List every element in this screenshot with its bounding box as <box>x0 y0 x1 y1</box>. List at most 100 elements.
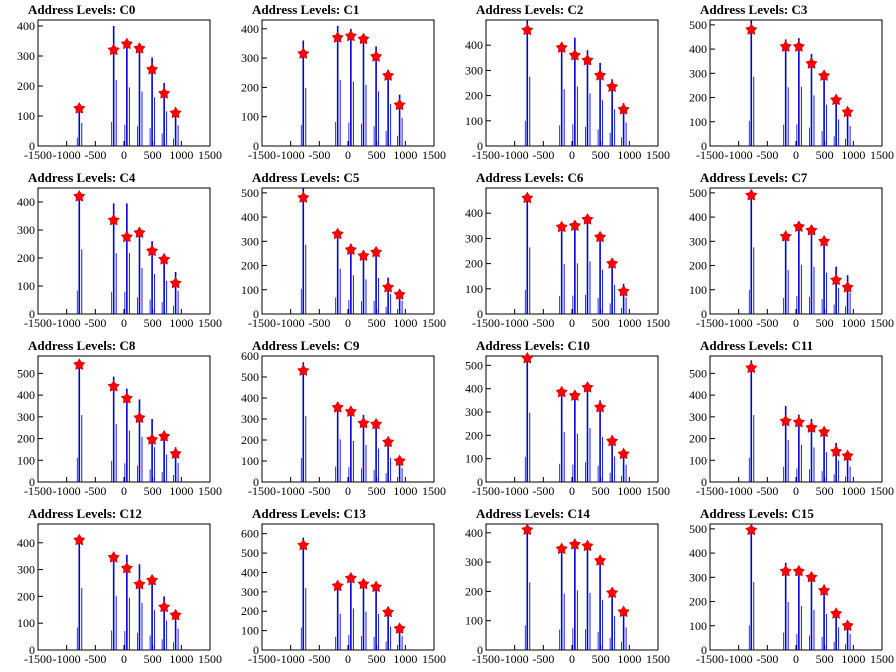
x-tick-label: 500 <box>592 484 610 498</box>
y-tick-label: 100 <box>465 452 483 466</box>
y-tick-label: 400 <box>465 206 483 220</box>
x-tick-label: -500 <box>308 148 330 162</box>
peak-marker <box>297 364 310 376</box>
peak-marker <box>594 400 607 413</box>
peak-marker <box>841 280 854 293</box>
y-tick-label: 100 <box>17 279 35 293</box>
peak-marker <box>331 227 344 240</box>
peak-marker <box>120 37 133 50</box>
x-tick-label: 0 <box>345 316 351 330</box>
x-tick-label: 500 <box>816 316 834 330</box>
x-tick-label: 500 <box>816 148 834 162</box>
y-tick-label: 0 <box>701 475 707 489</box>
y-tick-label: 200 <box>689 432 707 446</box>
y-tick-label: 0 <box>29 475 35 489</box>
y-tick-label: 200 <box>241 433 259 447</box>
chart-panel: Address Levels: C0 0 100 200 300 400 -1500 -100… <box>0 0 224 168</box>
plot-frame <box>485 187 659 315</box>
x-tick-label: -500 <box>532 652 554 666</box>
chart-panel: Address Levels: C13 0 100 200 300 400 500 600 -1… <box>224 504 448 672</box>
x-tick-label: 0 <box>793 652 799 666</box>
peak-marker <box>120 561 133 574</box>
x-tick-label: 1500 <box>198 484 222 498</box>
peak-marker <box>581 539 594 552</box>
y-tick-label: 300 <box>17 49 35 63</box>
y-tick-label: 400 <box>17 388 35 402</box>
y-tick-label: 100 <box>241 454 259 468</box>
peak-marker <box>568 538 581 550</box>
x-tick-label: -1500 <box>472 316 500 330</box>
chart-svg: Address Levels: C11 0 100 200 300 400 500 -1500… <box>689 338 894 498</box>
peak-marker <box>521 191 534 204</box>
x-tick-label: -1500 <box>472 148 500 162</box>
x-tick-label: 0 <box>121 484 127 498</box>
chart-panel: Address Levels: C5 0 100 200 300 400 500 -1500-… <box>224 168 448 336</box>
peak-marker <box>158 600 171 613</box>
y-tick-label: 300 <box>689 570 707 584</box>
x-tick-label: 0 <box>345 652 351 666</box>
plot-frame <box>485 19 659 147</box>
y-tick-label: 400 <box>689 42 707 56</box>
peak-marker <box>370 245 383 258</box>
x-tick-label: -1500 <box>696 316 724 330</box>
peak-marker <box>357 577 370 590</box>
x-tick-label: -500 <box>308 484 330 498</box>
peak-marker <box>606 80 619 92</box>
peak-marker <box>594 554 607 566</box>
chart-panel: Address Levels: C14 0 100 200 300 400 -1500 -10… <box>448 504 672 672</box>
chart-svg: Address Levels: C2 0 100 200 300 400 -1500 -100… <box>465 2 670 162</box>
y-tick-label: 400 <box>17 195 35 209</box>
x-tick-label: 500 <box>368 484 386 498</box>
x-tick-label: 0 <box>121 148 127 162</box>
x-tick-label: -500 <box>532 316 554 330</box>
x-tick-label: 1000 <box>169 652 193 666</box>
peak-marker <box>169 608 182 621</box>
y-tick-label: 200 <box>689 91 707 105</box>
y-tick-label: 400 <box>241 22 259 36</box>
y-tick-label: 100 <box>241 283 259 297</box>
x-tick-label: 1500 <box>870 652 894 666</box>
plot-frame <box>261 523 435 651</box>
x-tick-label: -500 <box>756 484 778 498</box>
y-tick-label: 400 <box>241 565 259 579</box>
chart-panel: Address Levels: C15 0 100 200 300 400 500 -1500… <box>672 504 896 672</box>
x-tick-label: -1000 <box>53 652 81 666</box>
x-tick-label: -1000 <box>277 316 305 330</box>
y-tick-label: 200 <box>465 428 483 442</box>
peak-marker <box>745 188 758 201</box>
x-tick-label: 1500 <box>646 148 670 162</box>
y-tick-label: 200 <box>17 79 35 93</box>
y-tick-label: 0 <box>29 643 35 657</box>
x-tick-label: 0 <box>569 652 575 666</box>
x-tick-label: -500 <box>308 652 330 666</box>
y-tick-label: 300 <box>241 234 259 248</box>
chart-svg: Address Levels: C13 0 100 200 300 400 500 600 -1… <box>241 506 446 666</box>
peak-marker <box>133 411 146 424</box>
y-tick-label: 500 <box>241 370 259 384</box>
x-tick-label: -1000 <box>53 484 81 498</box>
peak-marker <box>370 50 383 62</box>
x-tick-label: 1000 <box>617 652 641 666</box>
x-tick-label: 500 <box>592 652 610 666</box>
x-tick-label: 1000 <box>393 484 417 498</box>
x-tick-label: -500 <box>84 148 106 162</box>
x-tick-label: 500 <box>144 652 162 666</box>
y-tick-label: 500 <box>689 186 707 200</box>
peak-marker <box>297 47 310 59</box>
peak-marker <box>73 533 86 546</box>
x-tick-label: 1000 <box>617 148 641 162</box>
peak-marker <box>107 213 120 226</box>
peak-marker <box>521 23 534 36</box>
peak-marker <box>830 445 843 457</box>
peak-marker <box>555 220 568 233</box>
peak-marker <box>606 434 619 447</box>
peak-marker <box>568 219 581 231</box>
x-tick-label: 1000 <box>393 316 417 330</box>
plot-frame <box>709 523 883 651</box>
peak-marker <box>568 389 581 401</box>
plot-frame <box>37 355 211 483</box>
x-tick-label: 1500 <box>646 484 670 498</box>
y-tick-label: 200 <box>17 589 35 603</box>
y-tick-label: 300 <box>465 405 483 419</box>
y-tick-label: 500 <box>465 358 483 372</box>
